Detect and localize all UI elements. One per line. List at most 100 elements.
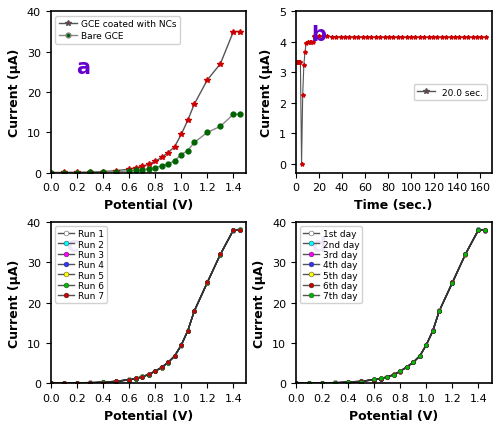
5th day [436, 309, 442, 314]
Run 1 [48, 381, 54, 386]
7th day [293, 381, 299, 386]
4th day [319, 380, 325, 385]
Line: 3rd day: 3rd day [294, 228, 487, 386]
Line: Run 1: Run 1 [48, 228, 242, 385]
Line: Run 6: Run 6 [48, 228, 242, 385]
Bare GCE [237, 112, 243, 117]
Run 7 [126, 378, 132, 383]
GCE coated with NCs [184, 118, 190, 123]
Run 3 [184, 329, 190, 334]
Run 6 [87, 380, 93, 385]
Run 7 [178, 343, 184, 348]
7th day [462, 252, 468, 257]
Run 2 [146, 372, 152, 378]
2nd day [397, 369, 403, 374]
Run 5 [158, 365, 164, 370]
Run 5 [237, 228, 243, 233]
2nd day [293, 381, 299, 386]
Run 4 [184, 329, 190, 334]
Run 7 [87, 381, 93, 386]
Run 1 [184, 329, 190, 334]
Bare GCE [230, 112, 236, 117]
7th day [378, 376, 384, 381]
5th day [482, 227, 488, 233]
GCE coated with NCs [230, 30, 236, 35]
Run 2 [132, 376, 138, 381]
Run 3 [146, 372, 152, 377]
Run 3 [158, 365, 164, 370]
Text: c: c [66, 235, 79, 255]
Run 5 [152, 369, 158, 374]
Run 1 [74, 381, 80, 386]
6th day [410, 360, 416, 365]
3rd day [319, 381, 325, 386]
7th day [397, 369, 403, 374]
6th day [436, 309, 442, 314]
Line: Run 5: Run 5 [48, 228, 242, 386]
Run 3 [126, 377, 132, 382]
6th day [404, 365, 409, 370]
Run 6 [113, 379, 119, 384]
3rd day [462, 252, 468, 258]
6th day [319, 381, 325, 386]
6th day [417, 353, 423, 359]
Run 3 [230, 228, 236, 233]
Line: 1st day: 1st day [294, 228, 487, 386]
4th day [378, 376, 384, 381]
Run 7 [218, 252, 224, 257]
Run 7 [230, 227, 236, 233]
1st day [482, 228, 488, 233]
5th day [430, 328, 436, 333]
Run 5 [192, 309, 198, 314]
Run 5 [139, 375, 145, 380]
Run 3 [100, 380, 106, 385]
2nd day [384, 374, 390, 379]
7th day [404, 365, 409, 370]
Run 7 [48, 381, 54, 386]
5th day [404, 365, 409, 370]
3rd day [404, 365, 409, 370]
Run 1 [237, 227, 243, 233]
3rd day [436, 308, 442, 313]
Run 3 [172, 353, 177, 359]
GCE coated with NCs [178, 132, 184, 138]
5th day [397, 369, 403, 374]
7th day [424, 343, 430, 348]
Bare GCE [158, 164, 164, 169]
Run 3 [132, 377, 138, 382]
Bare GCE [165, 162, 171, 167]
3rd day [293, 381, 299, 386]
Run 7 [158, 365, 164, 370]
2nd day [319, 381, 325, 386]
Run 2 [204, 281, 210, 286]
1st day [450, 280, 456, 286]
Run 1 [218, 252, 224, 258]
Run 5 [178, 343, 184, 348]
Legend: GCE coated with NCs, Bare GCE: GCE coated with NCs, Bare GCE [55, 17, 180, 45]
Bare GCE [113, 170, 119, 175]
Run 7 [204, 280, 210, 286]
5th day [384, 375, 390, 380]
6th day [378, 376, 384, 381]
Bare GCE [152, 166, 158, 171]
Run 7 [172, 354, 177, 359]
Run 6 [172, 353, 177, 359]
4th day [430, 329, 436, 334]
7th day [345, 380, 351, 385]
3rd day [476, 228, 482, 233]
Run 7 [146, 372, 152, 377]
4th day [358, 379, 364, 384]
Run 2 [87, 381, 93, 386]
GCE coated with NCs [113, 169, 119, 174]
Run 3 [61, 381, 67, 386]
Run 6 [152, 369, 158, 374]
6th day [358, 379, 364, 384]
Run 3 [48, 381, 54, 386]
4th day [384, 375, 390, 380]
Bare GCE [87, 170, 93, 175]
1st day [404, 365, 409, 370]
Line: 6th day: 6th day [294, 228, 487, 385]
3rd day [430, 328, 436, 333]
1st day [390, 373, 396, 378]
1st day [476, 228, 482, 233]
